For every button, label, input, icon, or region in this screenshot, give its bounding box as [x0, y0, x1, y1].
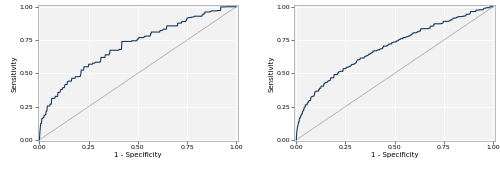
Y-axis label: Sensitivity: Sensitivity: [12, 55, 18, 92]
Y-axis label: Sensitivity: Sensitivity: [268, 55, 274, 92]
X-axis label: 1 - Specificity: 1 - Specificity: [371, 152, 418, 158]
X-axis label: 1 - Specificity: 1 - Specificity: [114, 152, 162, 158]
